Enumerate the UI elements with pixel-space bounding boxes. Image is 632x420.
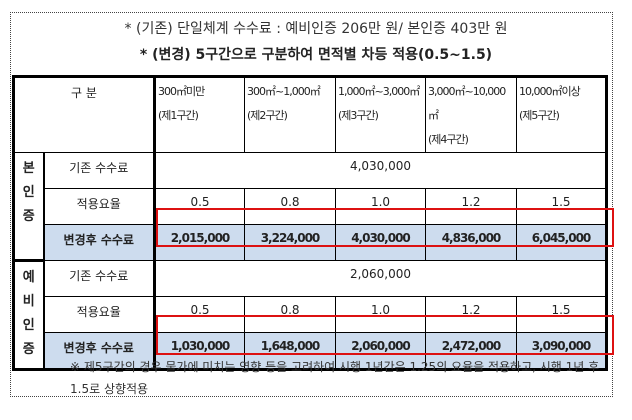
rate-cell: 1.5 — [516, 296, 607, 333]
column-header: 300㎡~1,000㎡ (제2구간) — [244, 76, 336, 153]
footnote: ※ 제5구간의 경우 물가에 미치는 영향 등을 고려하여 시행 1년간은 1.… — [70, 360, 600, 396]
rate-cell: 0.5 — [154, 188, 245, 225]
table-row: 적용요율 0.5 0.8 1.0 1.2 1.5 — [14, 188, 607, 225]
existing-fee-note: * (기존) 단일체계 수수료 : 예비인증 206만 원/ 본인증 403만 … — [124, 21, 508, 37]
row-label: 기존 수수료 — [43, 260, 156, 297]
row-label: 기존 수수료 — [43, 152, 156, 189]
row-label: 적용요율 — [43, 188, 156, 225]
header-row: 구 분 300㎡미만 (제1구간) 300㎡~1,000㎡ (제2구간) 1,000… — [13, 76, 607, 153]
row-label: 변경후 수수료 — [43, 332, 156, 370]
group-label-main: 본 인 증 — [13, 152, 45, 261]
new-fee-cell: 2,472,000 — [425, 332, 517, 370]
rate-cell: 0.8 — [244, 188, 336, 225]
corner-header: 구 분 — [13, 76, 156, 153]
rate-cell: 1.5 — [516, 188, 607, 225]
table-row: 변경후 수수료 2,015,000 3,224,000 4,030,000 4,… — [14, 224, 607, 261]
new-fee-cell: 3,224,000 — [244, 224, 336, 261]
new-fee-cell: 4,836,000 — [425, 224, 517, 261]
new-fee-cell: 2,060,000 — [335, 332, 426, 370]
column-header: 10,000㎡이상 (제5구간) — [516, 76, 607, 153]
group-label-preliminary: 예비 인증 — [13, 259, 45, 370]
new-fee-cell: 3,090,000 — [516, 332, 607, 370]
rate-cell: 1.2 — [425, 188, 517, 225]
table-row: 변경후 수수료 1,030,000 1,648,000 2,060,000 2,… — [14, 332, 607, 370]
row-label: 적용요율 — [43, 296, 156, 333]
change-note: * (변경) 5구간으로 구분하여 면적별 차등 적용(0.5~1.5) — [139, 47, 493, 63]
rate-cell: 0.8 — [244, 296, 336, 333]
base-fee: 2,060,000 — [154, 260, 607, 297]
table-row: 예비 인증 기존 수수료 2,060,000 — [13, 259, 607, 370]
column-header: 300㎡미만 (제1구간) — [154, 76, 245, 153]
rate-cell: 1.2 — [425, 296, 517, 333]
column-header: 3,000㎡~10,000㎡ (제4구간) — [425, 76, 517, 153]
new-fee-cell: 4,030,000 — [335, 224, 426, 261]
base-fee: 4,030,000 — [154, 152, 607, 189]
table-row: 적용요율 0.5 0.8 1.0 1.2 1.5 — [14, 296, 607, 333]
new-fee-cell: 2,015,000 — [154, 224, 245, 261]
new-fee-cell: 6,045,000 — [516, 224, 607, 261]
content-frame — [10, 12, 613, 397]
table-row: 본 인 증 기존 수수료 4,030,000 — [13, 152, 607, 261]
row-label: 변경후 수수료 — [43, 224, 156, 261]
rate-cell: 1.0 — [335, 296, 426, 333]
rate-cell: 0.5 — [154, 296, 245, 333]
rate-cell: 1.0 — [335, 188, 426, 225]
column-header: 1,000㎡~3,000㎡ (제3구간) — [335, 76, 426, 153]
fee-table: 구 분 300㎡미만 (제1구간) 300㎡~1,000㎡ (제2구간) 1,000… — [12, 75, 608, 371]
